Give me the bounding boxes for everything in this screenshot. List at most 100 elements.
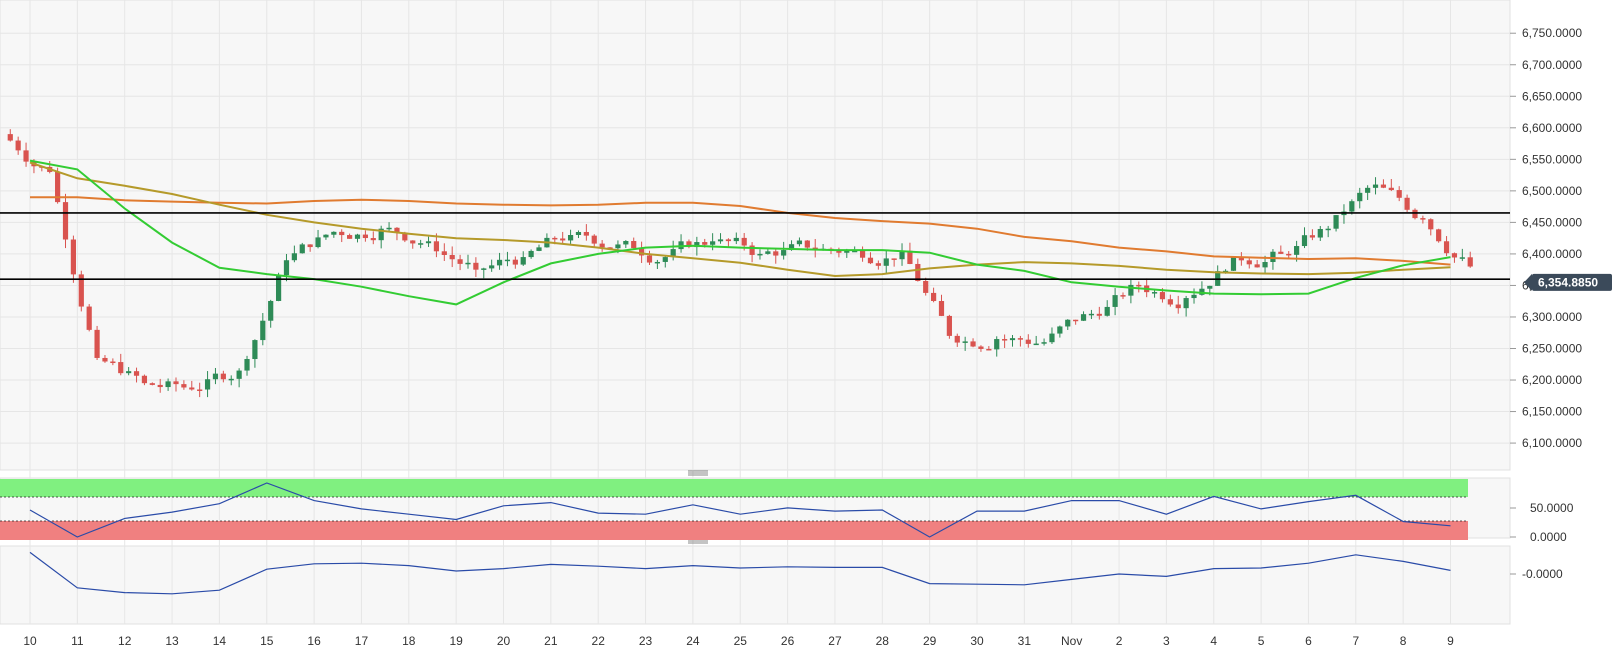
price-axis: 6,750.0000 6,700.0000 6,650.0000 6,600.0000… bbox=[1510, 26, 1582, 450]
candle-body bbox=[710, 241, 716, 245]
candle-body bbox=[1333, 215, 1339, 229]
price-tick-label: 6,100.0000 bbox=[1522, 436, 1582, 450]
candle-body bbox=[126, 371, 132, 374]
candle-body bbox=[189, 387, 195, 390]
candle-body bbox=[1254, 264, 1260, 268]
candle-body bbox=[1025, 339, 1031, 344]
candle-body bbox=[496, 259, 503, 266]
time-axis-label: 9 bbox=[1447, 634, 1454, 648]
price-tick-label: 6,150.0000 bbox=[1522, 405, 1582, 419]
candle-body bbox=[1009, 338, 1016, 341]
candle-body bbox=[1325, 228, 1331, 231]
candle-body bbox=[804, 240, 810, 248]
candle-body bbox=[110, 361, 116, 364]
price-tick-label: 6,750.0000 bbox=[1522, 26, 1582, 40]
time-axis-label: 8 bbox=[1400, 634, 1407, 648]
candle-body bbox=[773, 251, 779, 256]
candle-body bbox=[1365, 187, 1371, 193]
time-axis-label: 22 bbox=[592, 634, 606, 648]
time-axis-label: 20 bbox=[497, 634, 511, 648]
support-resistance-lines bbox=[0, 212, 1510, 280]
candle-body bbox=[275, 275, 282, 301]
candle-body bbox=[702, 242, 708, 245]
candle-body bbox=[418, 243, 424, 245]
candle-body bbox=[1372, 184, 1379, 188]
candle-body bbox=[725, 239, 732, 242]
time-axis: 10 11 12 13 14 15 16 17 18 19 20 21 22 23 24 25 26 27 28 29… bbox=[23, 634, 1454, 648]
candle-body bbox=[204, 379, 211, 390]
candle-body bbox=[86, 306, 92, 330]
candle-body bbox=[504, 259, 511, 262]
candle-body bbox=[1262, 262, 1268, 268]
candle-body bbox=[102, 357, 108, 362]
candle-body bbox=[1017, 338, 1024, 340]
candle-body bbox=[441, 251, 447, 255]
candle-body bbox=[260, 320, 266, 341]
candle-body bbox=[141, 375, 148, 384]
oscillator-line bbox=[29, 551, 1451, 595]
candle-body bbox=[1278, 251, 1284, 254]
candle-body bbox=[1033, 343, 1039, 346]
candle-body bbox=[1207, 285, 1213, 289]
time-axis-label: 25 bbox=[734, 634, 748, 648]
candle-body bbox=[1380, 184, 1387, 188]
candle-body bbox=[670, 249, 676, 258]
candle-body bbox=[457, 259, 463, 264]
candle-body bbox=[1404, 197, 1410, 210]
candle-body bbox=[749, 245, 755, 255]
candle-body bbox=[552, 237, 558, 240]
candle-body bbox=[323, 234, 329, 238]
candle-body bbox=[157, 384, 163, 388]
candle-body bbox=[1301, 235, 1308, 247]
candle-body bbox=[220, 373, 226, 380]
candle-body bbox=[520, 257, 526, 265]
time-axis-label: 17 bbox=[355, 634, 369, 648]
candle-body bbox=[907, 250, 913, 264]
candle-body bbox=[1136, 284, 1142, 287]
candle-body bbox=[1080, 314, 1087, 321]
candle-body bbox=[62, 202, 69, 240]
candle-body bbox=[536, 247, 542, 251]
grid bbox=[0, 0, 1510, 624]
candle-body bbox=[118, 362, 124, 374]
time-axis-label: 13 bbox=[165, 634, 179, 648]
time-axis-label: 11 bbox=[71, 634, 84, 648]
time-axis-label: 15 bbox=[260, 634, 274, 648]
time-axis-label: 2 bbox=[1116, 634, 1123, 648]
candle-body bbox=[70, 239, 77, 275]
candle-body bbox=[425, 241, 432, 244]
candle-body bbox=[1002, 339, 1008, 341]
candle-body bbox=[283, 260, 290, 276]
candle-body bbox=[741, 237, 747, 246]
candle-body bbox=[370, 238, 376, 241]
candle-body bbox=[970, 341, 976, 347]
time-axis-label: 18 bbox=[402, 634, 416, 648]
candle-body bbox=[686, 241, 692, 248]
candle-body bbox=[1191, 294, 1197, 299]
candle-body bbox=[354, 234, 361, 239]
candle-body bbox=[1120, 295, 1126, 297]
time-axis-label: 6 bbox=[1305, 634, 1312, 648]
candle-body bbox=[796, 240, 803, 245]
candle-body bbox=[1246, 260, 1252, 265]
candle-body bbox=[1057, 326, 1063, 334]
ma-line-olive bbox=[29, 161, 1451, 278]
candle-body bbox=[1428, 219, 1434, 230]
candle-body bbox=[512, 259, 518, 265]
price-tick-label: 6,250.0000 bbox=[1522, 342, 1582, 356]
candle-body bbox=[1159, 292, 1166, 300]
candle-body bbox=[1175, 304, 1181, 309]
rsi-line bbox=[29, 482, 1451, 538]
candle-body bbox=[1420, 218, 1426, 220]
candle-body bbox=[528, 250, 534, 258]
candle-body bbox=[1349, 201, 1355, 212]
price-tick-label: 6,400.0000 bbox=[1522, 247, 1582, 261]
price-tick-label: 6,450.0000 bbox=[1522, 215, 1582, 229]
rsi-tick-50: 50.0000 bbox=[1530, 501, 1574, 515]
candle-body bbox=[623, 241, 629, 245]
ma-line-green bbox=[29, 159, 1451, 306]
rsi-panel-resize-handle[interactable] bbox=[687, 470, 709, 476]
candle-body bbox=[1167, 299, 1173, 305]
candle-body bbox=[181, 384, 187, 388]
